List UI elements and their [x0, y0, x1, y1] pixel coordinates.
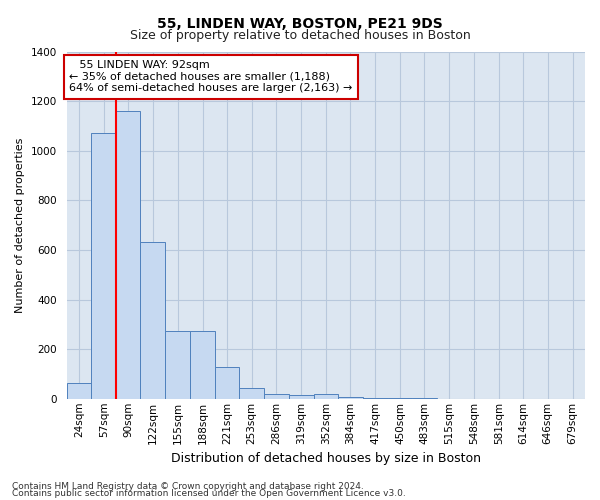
Bar: [338, 397, 362, 399]
Text: Contains HM Land Registry data © Crown copyright and database right 2024.: Contains HM Land Registry data © Crown c…: [12, 482, 364, 491]
Bar: [140, 242, 165, 399]
Text: Size of property relative to detached houses in Boston: Size of property relative to detached ho…: [130, 29, 470, 42]
Bar: [67, 382, 91, 399]
Bar: [190, 330, 215, 399]
Bar: [264, 394, 289, 399]
Bar: [91, 134, 116, 399]
X-axis label: Distribution of detached houses by size in Boston: Distribution of detached houses by size …: [171, 452, 481, 465]
Text: 55 LINDEN WAY: 92sqm
← 35% of detached houses are smaller (1,188)
64% of semi-de: 55 LINDEN WAY: 92sqm ← 35% of detached h…: [69, 60, 352, 94]
Bar: [165, 330, 190, 399]
Text: 55, LINDEN WAY, BOSTON, PE21 9DS: 55, LINDEN WAY, BOSTON, PE21 9DS: [157, 18, 443, 32]
Bar: [239, 388, 264, 399]
Text: Contains public sector information licensed under the Open Government Licence v3: Contains public sector information licen…: [12, 489, 406, 498]
Bar: [362, 398, 388, 399]
Y-axis label: Number of detached properties: Number of detached properties: [15, 138, 25, 313]
Bar: [116, 111, 140, 399]
Bar: [314, 394, 338, 399]
Bar: [215, 366, 239, 399]
Bar: [289, 395, 314, 399]
Bar: [388, 398, 412, 399]
